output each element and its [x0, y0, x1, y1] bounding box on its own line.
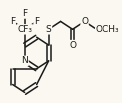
Text: S: S: [46, 25, 51, 34]
Text: F: F: [22, 9, 27, 18]
Text: N: N: [21, 56, 28, 65]
Text: CF₃: CF₃: [17, 25, 32, 34]
Text: F: F: [34, 17, 39, 26]
Text: OCH₃: OCH₃: [96, 25, 119, 34]
Text: F: F: [10, 17, 15, 26]
Text: O: O: [81, 17, 88, 26]
Text: O: O: [69, 41, 76, 50]
